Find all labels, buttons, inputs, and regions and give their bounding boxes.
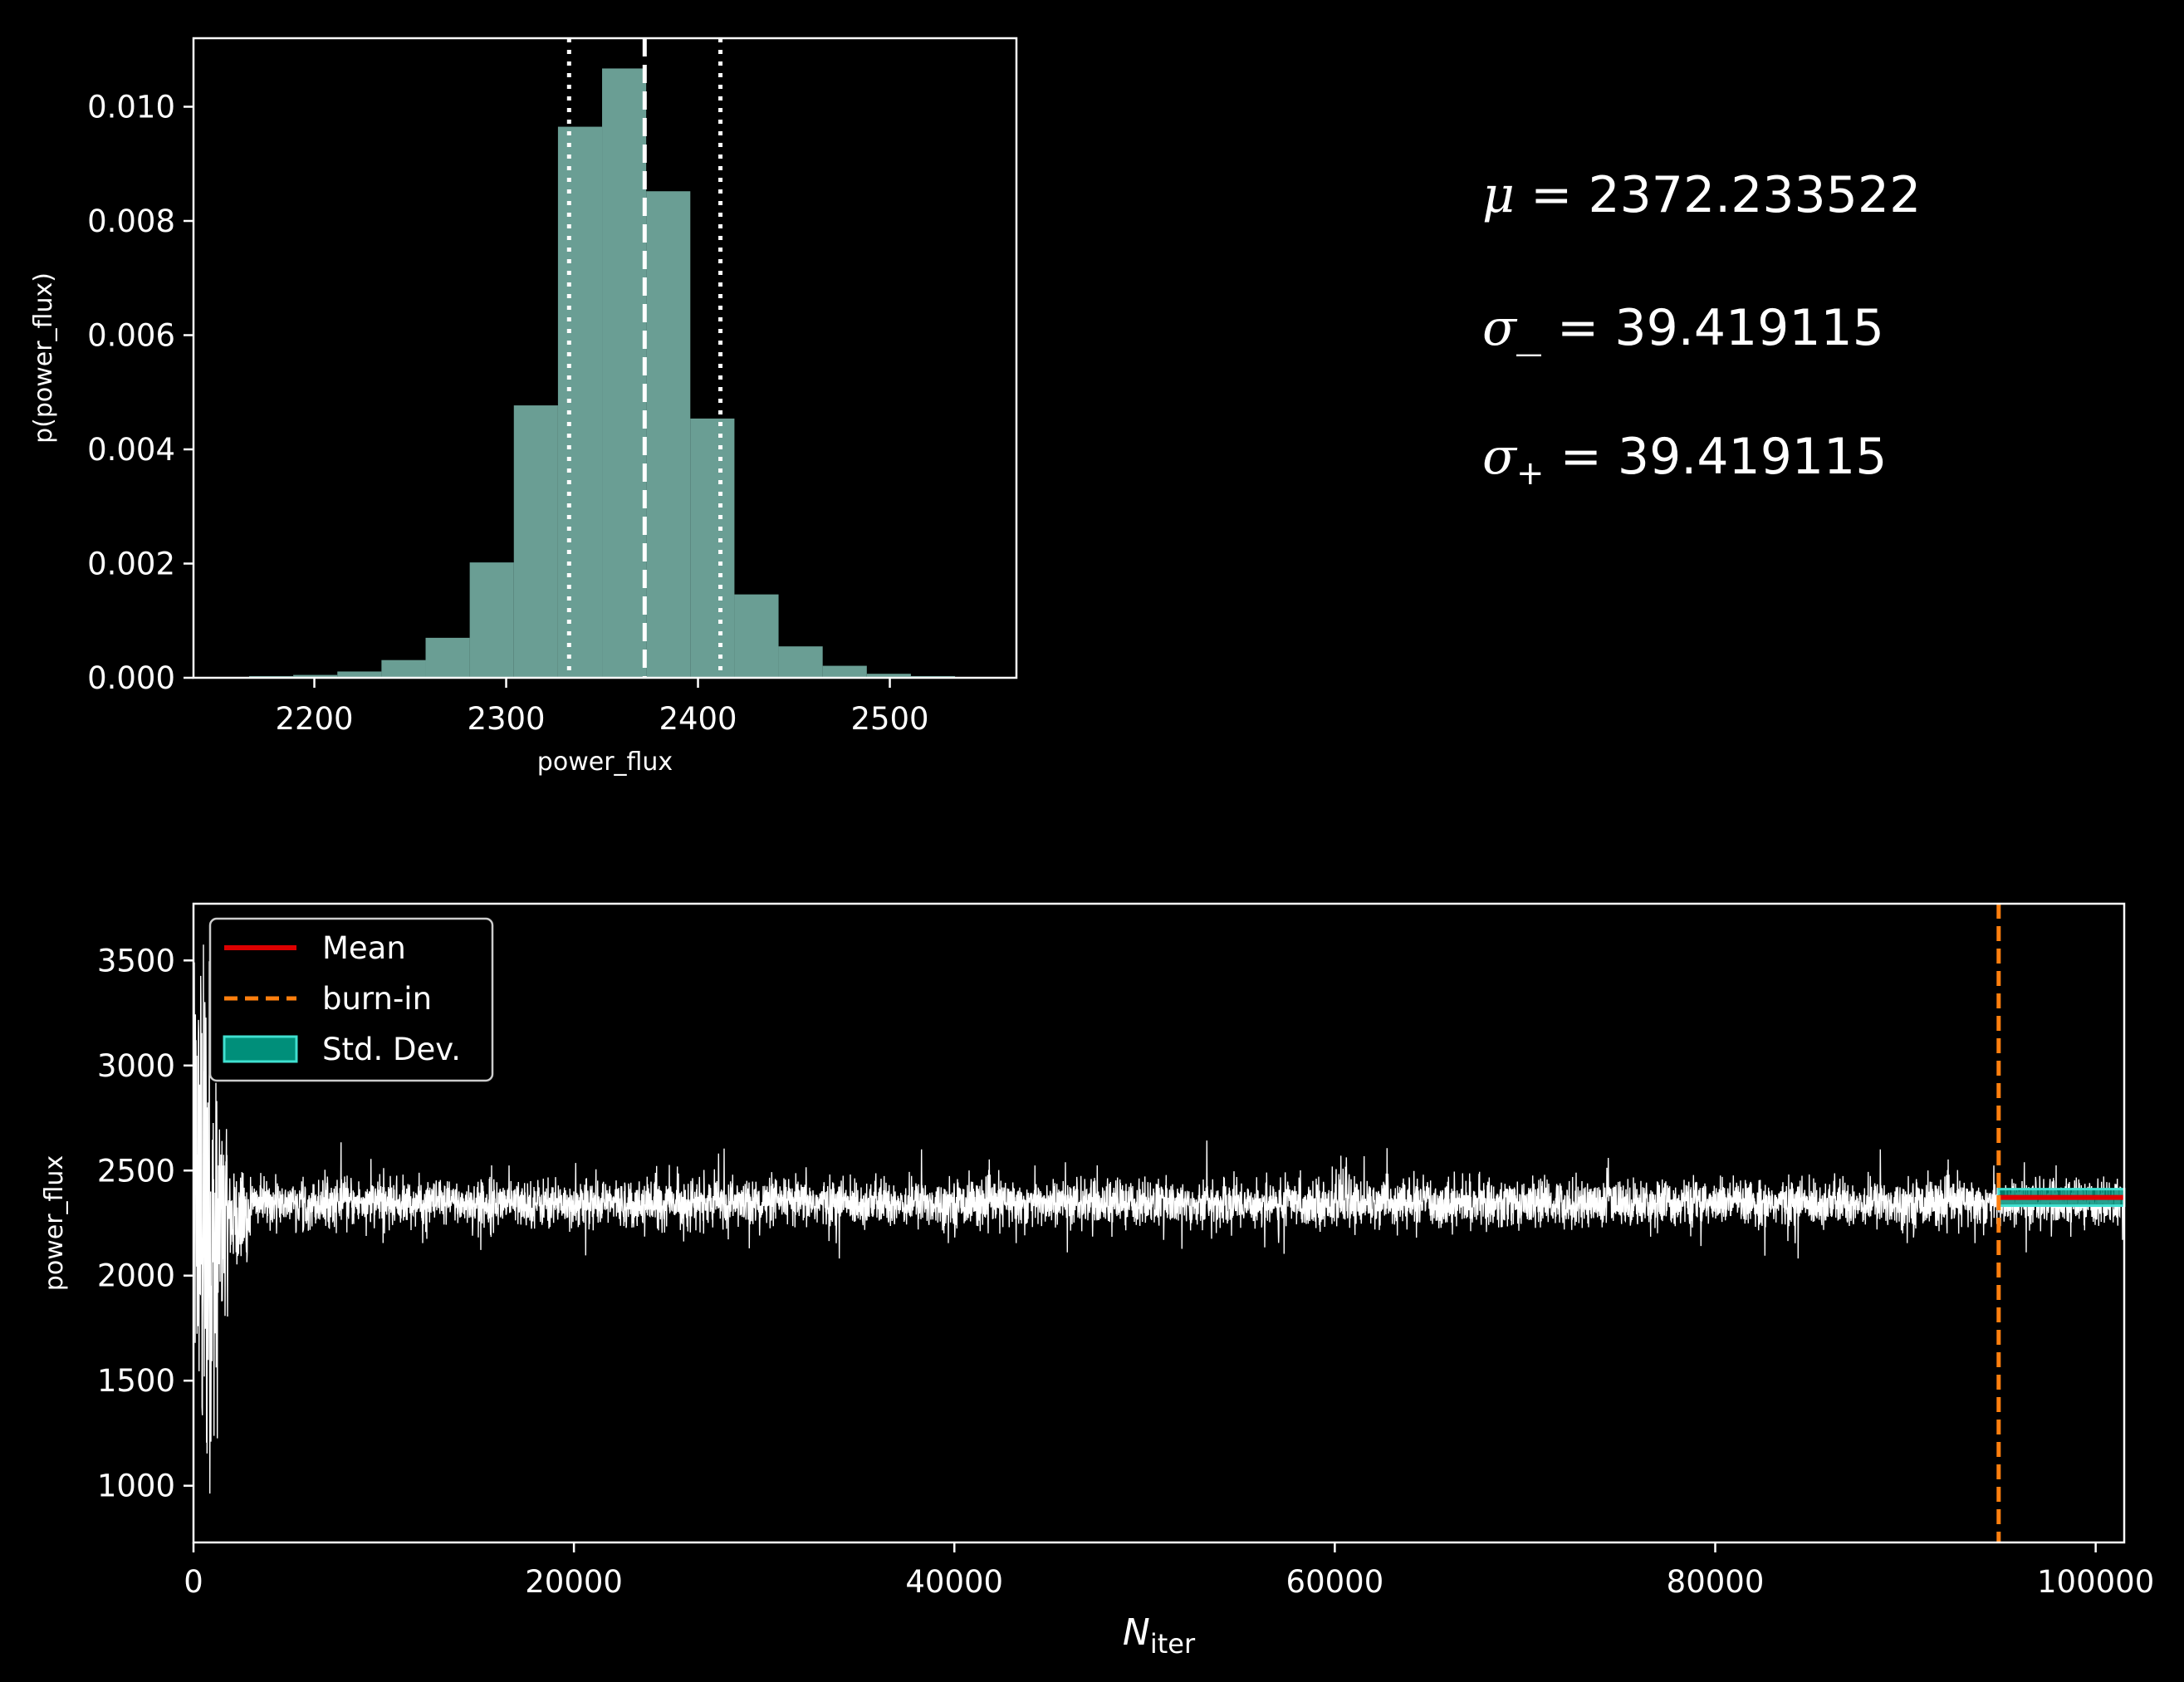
mu-equals: = xyxy=(1530,166,1573,224)
trace-line xyxy=(193,944,2125,1494)
x-axis-label: Niter xyxy=(1123,1611,1196,1660)
histogram-bar xyxy=(557,126,603,678)
sigma-minus-equals: = xyxy=(1557,299,1599,357)
histogram-bar xyxy=(646,191,691,678)
legend-std-dev-swatch xyxy=(223,1035,298,1063)
x-axis-label-sub: iter xyxy=(1150,1628,1196,1660)
legend-label: Mean xyxy=(322,930,406,966)
stat-sigma-minus: σ_ = 39.419115 xyxy=(1482,299,1884,357)
stat-sigma-plus: σ+ = 39.419115 xyxy=(1482,428,1887,493)
y-tick-label: 1000 xyxy=(97,1469,175,1504)
sigma-plus-value: 39.419115 xyxy=(1617,428,1888,486)
histogram-plot: 2200 2300 2400 2500 0.000 0.002 0.004 0.006 0.00… xyxy=(29,37,1018,777)
x-axis-label-main: N xyxy=(1123,1611,1150,1654)
histogram-bar xyxy=(602,68,647,678)
y-tick-label: 1500 xyxy=(97,1363,175,1399)
y-tick-label: 3000 xyxy=(97,1048,175,1084)
x-tick-label: 2200 xyxy=(275,701,353,737)
x-tick-label: 2500 xyxy=(850,701,928,737)
y-tick-label: 2500 xyxy=(97,1153,175,1189)
histogram-bar xyxy=(734,594,779,678)
y-tick-label: 0.002 xyxy=(87,547,175,582)
y-tick-label: 0.004 xyxy=(87,432,175,468)
stat-mu: μ = 2372.233522 xyxy=(1482,166,1921,224)
x-tick-label: 2300 xyxy=(467,701,545,737)
sigma-plus-subscript: + xyxy=(1516,454,1545,493)
legend: Mean burn-in Std. Dev. xyxy=(208,917,494,1082)
legend-label: burn-in xyxy=(322,981,432,1017)
sigma-minus-value: 39.419115 xyxy=(1614,299,1884,357)
x-tick-label: 60000 xyxy=(1286,1564,1384,1600)
histogram-bar xyxy=(337,671,382,678)
x-tick-label: 40000 xyxy=(905,1564,1003,1600)
y-tick-label: 3500 xyxy=(97,943,175,978)
x-tick-label: 2400 xyxy=(659,701,737,737)
mu-value: 2372.233522 xyxy=(1588,166,1922,224)
y-tick-label: 0.008 xyxy=(87,204,175,239)
histogram-bar xyxy=(469,562,514,678)
histogram-frame xyxy=(192,37,1018,679)
x-tick-label: 0 xyxy=(184,1564,203,1600)
sigma-minus-symbol: σ_ xyxy=(1482,299,1541,357)
x-axis-label: power_flux xyxy=(537,748,673,777)
y-tick-label: 2000 xyxy=(97,1258,175,1294)
x-tick-label: 100000 xyxy=(2037,1564,2154,1600)
sigma-plus-equals: = xyxy=(1560,428,1602,486)
histogram-bar xyxy=(381,660,426,678)
y-tick-label: 0.006 xyxy=(87,318,175,354)
histogram-bar xyxy=(778,646,823,678)
histogram-bar xyxy=(513,405,558,678)
histogram-bar xyxy=(690,418,735,678)
trace-frame xyxy=(192,902,2126,1544)
histogram-bar xyxy=(425,637,470,678)
y-axis-label: p(power_flux) xyxy=(29,272,58,444)
y-axis-label: power_flux xyxy=(40,1155,69,1291)
y-tick-label: 0.000 xyxy=(87,660,175,696)
histogram-bar xyxy=(822,665,867,678)
sigma-plus-symbol: σ xyxy=(1482,428,1516,486)
x-tick-label: 80000 xyxy=(1667,1564,1765,1600)
mu-symbol: μ xyxy=(1482,166,1515,224)
legend-label: Std. Dev. xyxy=(322,1032,461,1067)
trace-plot: 0 20000 40000 60000 80000 100000 1000 1500 2000 2… xyxy=(40,902,2154,1660)
y-tick-label: 0.010 xyxy=(87,90,175,125)
x-tick-label: 20000 xyxy=(525,1564,623,1600)
histogram-bar xyxy=(866,674,911,678)
histogram-bar xyxy=(293,674,338,678)
